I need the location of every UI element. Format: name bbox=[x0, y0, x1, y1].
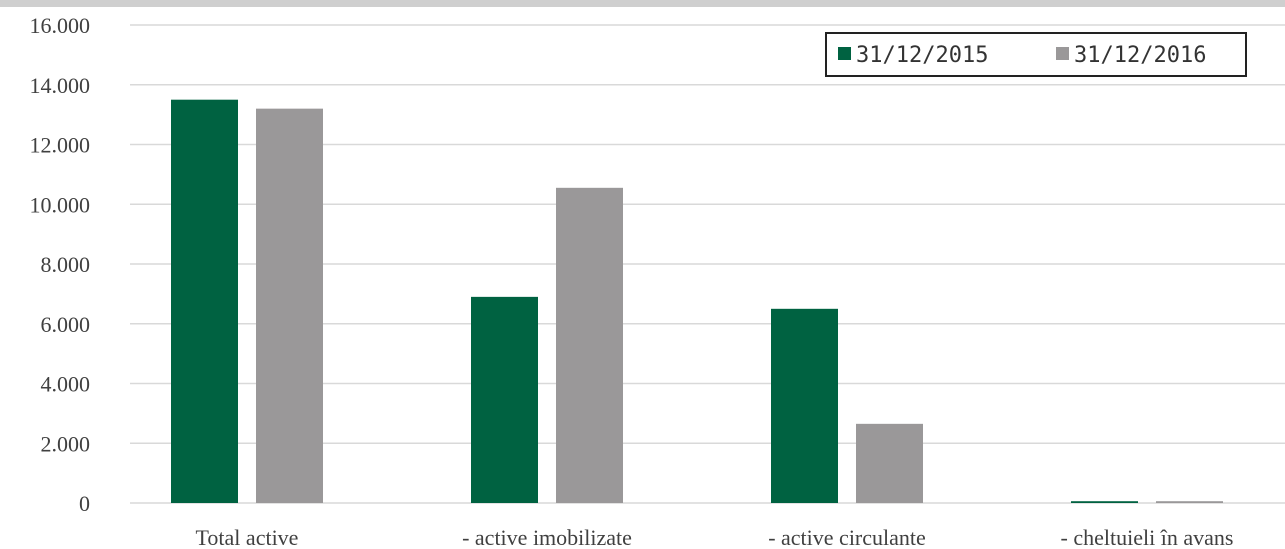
y-tick-label: 16.000 bbox=[30, 13, 91, 38]
bar-2016-3 bbox=[1156, 501, 1223, 503]
legend-swatch-2016 bbox=[1056, 47, 1069, 60]
x-category-label: - active circulante bbox=[768, 525, 926, 549]
legend-swatch-2015 bbox=[838, 47, 851, 60]
legend-box bbox=[825, 32, 1247, 77]
x-axis-category-labels: Total active - active imobilizate - active… bbox=[196, 525, 1234, 549]
legend-label-2016: 31/12/2016 bbox=[1074, 43, 1206, 68]
bar-2016-0 bbox=[256, 108, 323, 504]
y-axis-tick-labels: 0 2.000 4.000 6.000 8.000 10.000 12.000 14.000 1… bbox=[30, 13, 91, 516]
y-tick-label: 4.000 bbox=[41, 372, 91, 397]
bar-2016-1 bbox=[556, 187, 623, 503]
y-tick-label: 0 bbox=[79, 491, 90, 516]
y-tick-label: 6.000 bbox=[41, 312, 91, 337]
bar-2016-2 bbox=[856, 423, 923, 503]
legend: 31/12/2015 31/12/2016 bbox=[825, 32, 1247, 77]
x-category-label: Total active bbox=[196, 525, 299, 549]
bars bbox=[171, 99, 1223, 504]
bar-2015-2 bbox=[771, 308, 838, 503]
x-category-label: - cheltuieli în avans bbox=[1061, 525, 1234, 549]
y-tick-label: 2.000 bbox=[41, 431, 91, 456]
bar-2015-3 bbox=[1071, 501, 1138, 503]
x-category-label: - active imobilizate bbox=[462, 525, 632, 549]
bar-2015-1 bbox=[471, 296, 538, 503]
y-tick-label: 14.000 bbox=[30, 73, 91, 98]
y-tick-label: 10.000 bbox=[30, 192, 91, 217]
top-border-strip bbox=[0, 0, 1285, 7]
y-tick-label: 8.000 bbox=[41, 252, 91, 277]
legend-label-2015: 31/12/2015 bbox=[856, 43, 988, 68]
y-tick-label: 12.000 bbox=[30, 133, 91, 158]
bar-2015-0 bbox=[171, 99, 238, 503]
